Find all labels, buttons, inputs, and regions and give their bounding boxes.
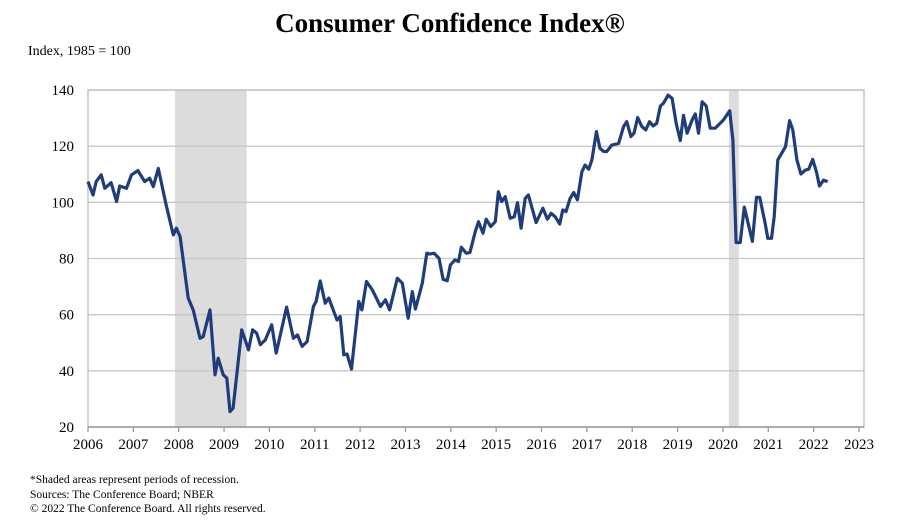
x-tick-label: 2013 [390, 437, 420, 453]
x-tick-label: 2011 [300, 437, 329, 453]
y-tick-label: 80 [59, 252, 74, 268]
x-tick-label: 2019 [663, 437, 693, 453]
x-tick-label: 2020 [708, 437, 738, 453]
y-tick-label: 140 [52, 83, 75, 99]
x-tick-label: 2006 [73, 437, 104, 453]
y-tick-label: 120 [52, 139, 75, 155]
y-tick-label: 100 [52, 195, 75, 211]
footnote-copyright: © 2022 The Conference Board. All rights … [30, 503, 266, 515]
footnote-recession: *Shaded areas represent periods of reces… [30, 474, 239, 486]
x-tick-label: 2010 [254, 437, 284, 453]
footnotes: *Shaded areas represent periods of reces… [30, 473, 266, 517]
x-tick-label: 2021 [753, 437, 783, 453]
x-tick-label: 2022 [799, 437, 829, 453]
x-tick-label: 2018 [617, 437, 647, 453]
x-tick-label: 2015 [481, 437, 511, 453]
x-tick-label: 2023 [844, 437, 874, 453]
x-tick-label: 2017 [572, 437, 603, 453]
footnote-sources: Sources: The Conference Board; NBER [30, 488, 214, 501]
y-tick-label: 40 [59, 364, 74, 380]
x-tick-label: 2008 [164, 437, 194, 453]
x-tick-label: 2009 [209, 437, 239, 453]
x-tick-label: 2014 [436, 437, 467, 453]
x-tick-label: 2016 [527, 437, 558, 453]
y-axis-label: Index, 1985 = 100 [28, 44, 131, 59]
y-tick-label: 20 [59, 420, 74, 436]
chart-title: Consumer Confidence Index® [275, 8, 625, 38]
series-line-consumer-confidence [86, 93, 829, 414]
x-tick-label: 2007 [118, 437, 149, 453]
y-tick-label: 60 [59, 308, 74, 324]
x-tick-label: 2012 [345, 437, 375, 453]
